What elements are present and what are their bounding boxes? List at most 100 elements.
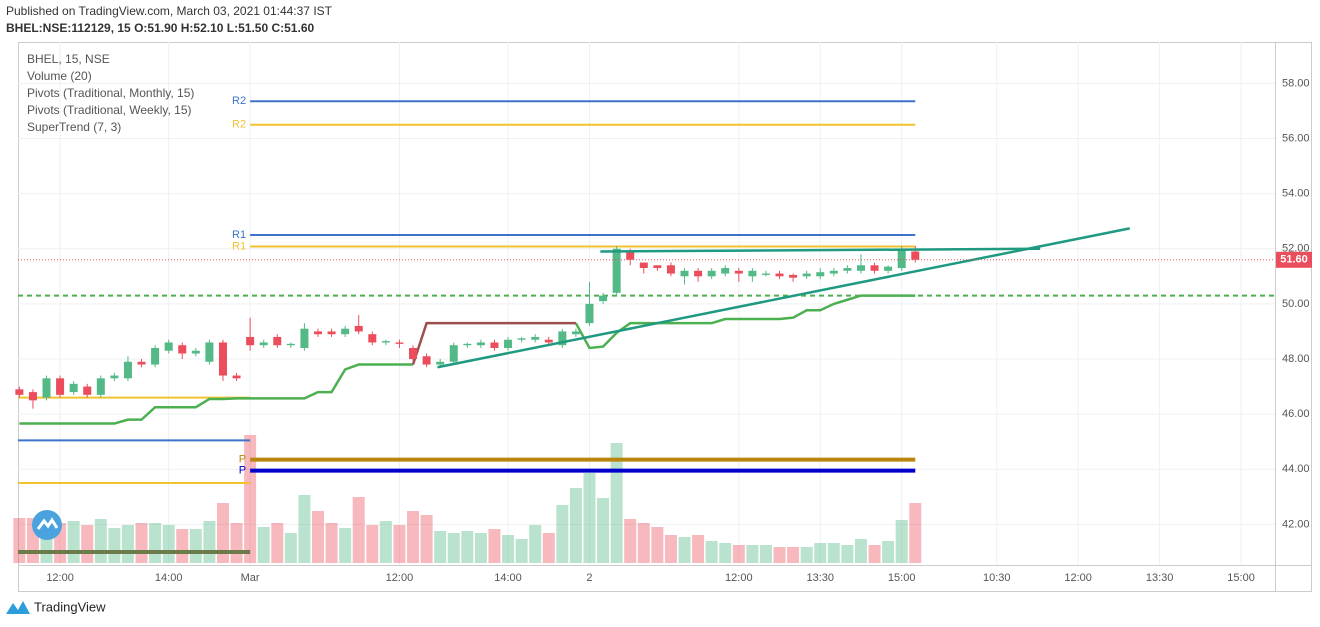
candle-body <box>571 331 580 335</box>
volume-bar <box>868 545 881 563</box>
volume-bar <box>108 528 121 563</box>
volume-bar <box>162 525 175 563</box>
candle-body <box>137 361 146 365</box>
legend-entry: Pivots (Traditional, Weekly, 15) <box>27 103 192 117</box>
price-label-box <box>1276 251 1312 268</box>
volume-bar <box>216 503 229 563</box>
footer-brand: TradingView <box>34 599 106 614</box>
volume-bar <box>189 529 202 563</box>
candle-body <box>490 342 499 348</box>
x-tick-label: 12:00 <box>46 572 74 584</box>
volume-bar <box>895 520 908 563</box>
candle-body <box>653 265 662 269</box>
candle-body <box>829 270 838 274</box>
candle-body <box>517 338 526 340</box>
volume-bar <box>800 547 813 563</box>
pivot-label: R2 <box>232 95 246 107</box>
y-tick-label: 44.00 <box>1282 463 1310 475</box>
volume-bar <box>705 541 718 563</box>
volume-bar <box>81 525 94 563</box>
x-tick-label: 13:30 <box>1146 572 1174 584</box>
volume-bar <box>827 543 840 563</box>
candle-body <box>843 268 852 271</box>
candle-body <box>463 343 472 346</box>
volume-bar <box>854 539 867 563</box>
candle-body <box>28 392 37 401</box>
candle-body <box>205 342 214 362</box>
symbol-line: BHEL:NSE:112129, 15 O:51.90 H:52.10 L:51… <box>6 21 314 35</box>
volume-bar <box>325 523 338 563</box>
candle-body <box>734 270 743 274</box>
candle-body <box>775 273 784 277</box>
candle-body <box>96 378 105 395</box>
volume-bar <box>787 547 800 563</box>
volume-bar <box>135 523 148 563</box>
supertrend-up <box>574 294 916 350</box>
candle-body <box>56 378 65 395</box>
pivot-label: R2 <box>232 119 246 131</box>
volume-bar <box>773 547 786 563</box>
volume-bar <box>94 519 107 563</box>
candle-body <box>83 386 92 395</box>
volume-bar <box>583 473 596 563</box>
volume-bar <box>664 535 677 563</box>
candle-body <box>368 334 377 343</box>
candle-body <box>341 328 350 335</box>
volume-bar <box>352 497 365 563</box>
x-tick-label: 2 <box>586 572 592 584</box>
x-tick-label: 14:00 <box>155 572 183 584</box>
candle-body <box>232 375 241 379</box>
candle-body <box>558 331 567 346</box>
candle-body <box>259 342 268 346</box>
volume-bar <box>298 495 311 563</box>
volume-bar <box>692 535 705 563</box>
candle-body <box>897 248 906 269</box>
candle-body <box>626 251 635 260</box>
trendline <box>437 227 1130 369</box>
volume-bar <box>515 539 528 563</box>
volume-bar <box>13 518 26 563</box>
candle-body <box>504 339 513 348</box>
legend-entry: Volume (20) <box>27 69 92 83</box>
candle-body <box>436 361 445 365</box>
volume-bar <box>203 521 216 563</box>
candle-body <box>707 270 716 277</box>
volume-bar <box>569 488 582 563</box>
candle-body <box>42 378 51 398</box>
y-tick-label: 48.00 <box>1282 353 1310 365</box>
footer-logo <box>6 601 30 614</box>
volume-bar <box>176 529 189 563</box>
supertrend-up <box>19 363 414 425</box>
volume-bar <box>461 531 474 563</box>
y-tick-label: 46.00 <box>1282 408 1310 420</box>
volume-bar <box>311 511 324 563</box>
y-tick-label: 56.00 <box>1282 132 1310 144</box>
y-tick-label: 58.00 <box>1282 77 1310 89</box>
candle-body <box>313 331 322 335</box>
volume-bar <box>447 533 460 563</box>
candle-body <box>191 350 200 354</box>
candle-body <box>300 328 309 348</box>
price-label: 51.60 <box>1280 254 1308 266</box>
x-tick-label: 10:30 <box>983 572 1011 584</box>
candle-body <box>680 270 689 277</box>
volume-bar <box>284 533 297 563</box>
candle-body <box>69 383 78 393</box>
published-line: Published on TradingView.com, March 03, … <box>6 4 333 18</box>
x-tick-label: 14:00 <box>494 572 522 584</box>
x-tick-label: 13:30 <box>806 572 834 584</box>
supertrend-down <box>411 321 576 365</box>
candle-body <box>585 303 594 324</box>
x-tick-label: 12:00 <box>1064 572 1092 584</box>
candle-body <box>856 265 865 271</box>
volume-bar <box>597 498 610 563</box>
volume-bar <box>529 525 542 563</box>
volume-bar <box>732 545 745 563</box>
volume-bar <box>759 545 772 563</box>
candle-body <box>151 347 160 365</box>
logo-badge <box>32 510 62 540</box>
pivot-label: R1 <box>232 240 246 252</box>
volume-bar <box>624 519 637 563</box>
legend-entry: Pivots (Traditional, Monthly, 15) <box>27 86 194 100</box>
